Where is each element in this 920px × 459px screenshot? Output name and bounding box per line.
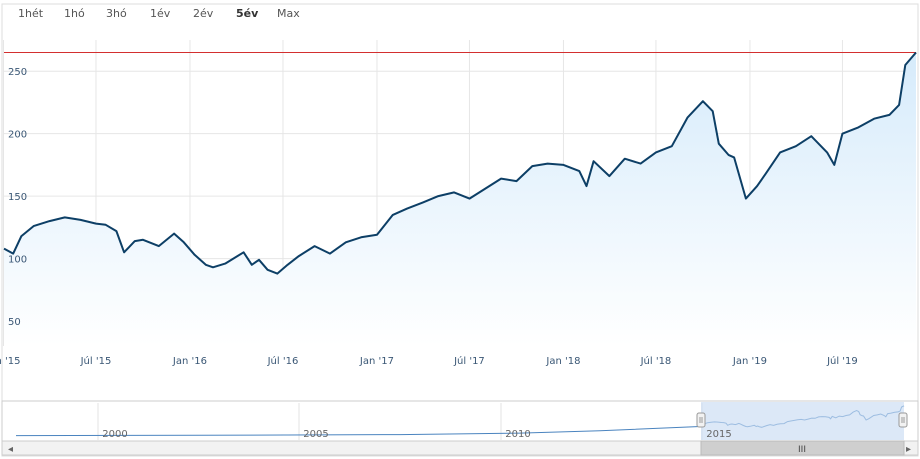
y-tick-label: 50 bbox=[8, 317, 21, 328]
y-tick-label: 150 bbox=[8, 192, 27, 203]
y-tick-label: 250 bbox=[8, 67, 27, 78]
scrollbar-grip-icon: III bbox=[798, 445, 806, 455]
navigator-left-handle[interactable] bbox=[696, 412, 706, 428]
range-selector: 1hét 1hó 3hó 1év 2év 5év Max bbox=[0, 0, 920, 32]
x-tick-label: Jan '17 bbox=[359, 356, 394, 367]
navigator-year-label: 2010 bbox=[505, 429, 530, 440]
y-tick-label: 200 bbox=[8, 130, 27, 141]
navigator-selection[interactable] bbox=[701, 402, 904, 440]
navigator-year-label: 2015 bbox=[706, 429, 731, 440]
navigator-year-label: 2000 bbox=[102, 429, 127, 440]
navigator: 2000 2005 2010 2015 III ◂ ▸ bbox=[1, 400, 919, 456]
chart-frame bbox=[1, 3, 919, 457]
y-axis: 50 100 150 200 250 bbox=[8, 67, 27, 328]
range-button-5-years[interactable]: 5év bbox=[236, 7, 259, 20]
scroll-right-arrow-icon[interactable]: ▸ bbox=[906, 444, 911, 455]
navigator-right-handle[interactable] bbox=[898, 412, 908, 428]
x-tick-label: Júl '17 bbox=[453, 355, 485, 367]
x-tick-label: Júl '19 bbox=[826, 355, 858, 367]
x-tick-label: Jan '15 bbox=[0, 356, 21, 367]
range-button-max[interactable]: Max bbox=[277, 7, 300, 20]
x-axis: Jan '15 Júl '15 Jan '16 Júl '16 Jan '17 Júl '… bbox=[0, 355, 858, 367]
scroll-left-arrow-icon[interactable]: ◂ bbox=[8, 444, 13, 455]
range-button-3-months[interactable]: 3hó bbox=[106, 7, 127, 20]
x-tick-label: Júl '18 bbox=[640, 355, 672, 367]
y-tick-label: 100 bbox=[8, 255, 27, 266]
navigator-year-label: 2005 bbox=[303, 429, 328, 440]
scrollbar-track[interactable] bbox=[1, 440, 919, 456]
x-tick-label: Jan '18 bbox=[545, 356, 580, 367]
x-tick-label: Jan '16 bbox=[172, 356, 207, 367]
scrollbar-thumb[interactable] bbox=[700, 440, 905, 456]
x-tick-label: Júl '16 bbox=[267, 355, 299, 367]
series-area bbox=[4, 52, 916, 346]
x-tick-label: Jan '19 bbox=[732, 356, 767, 367]
range-button-1-week[interactable]: 1hét bbox=[18, 7, 44, 20]
range-button-2-years[interactable]: 2év bbox=[193, 7, 214, 20]
range-button-1-year[interactable]: 1év bbox=[150, 7, 171, 20]
x-tick-label: Júl '15 bbox=[80, 355, 112, 367]
series-line[interactable] bbox=[3, 51, 917, 275]
range-button-1-month[interactable]: 1hó bbox=[64, 7, 85, 20]
